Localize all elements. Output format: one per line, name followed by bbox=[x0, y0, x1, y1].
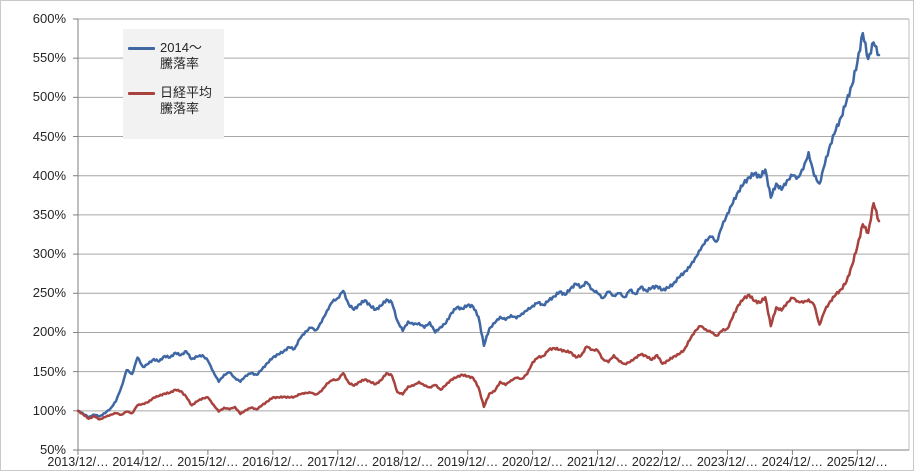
legend-swatch-red-line bbox=[128, 92, 155, 95]
legend-swatch-blue-line bbox=[128, 47, 155, 50]
legend-item-nikkei-series[interactable]: 日経平均 騰落率 bbox=[128, 85, 224, 117]
legend-label-2014-series: 2014〜 騰落率 bbox=[160, 40, 202, 71]
series-line-2014[interactable] bbox=[76, 31, 881, 419]
legend-label-nikkei-series: 日経平均 騰落率 bbox=[160, 85, 213, 116]
legend[interactable]: 2014〜 騰落率 日経平均 騰落率 bbox=[123, 29, 224, 139]
series-line-nikkei[interactable] bbox=[76, 201, 881, 421]
legend-item-2014-series[interactable]: 2014〜 騰落率 bbox=[128, 40, 224, 72]
